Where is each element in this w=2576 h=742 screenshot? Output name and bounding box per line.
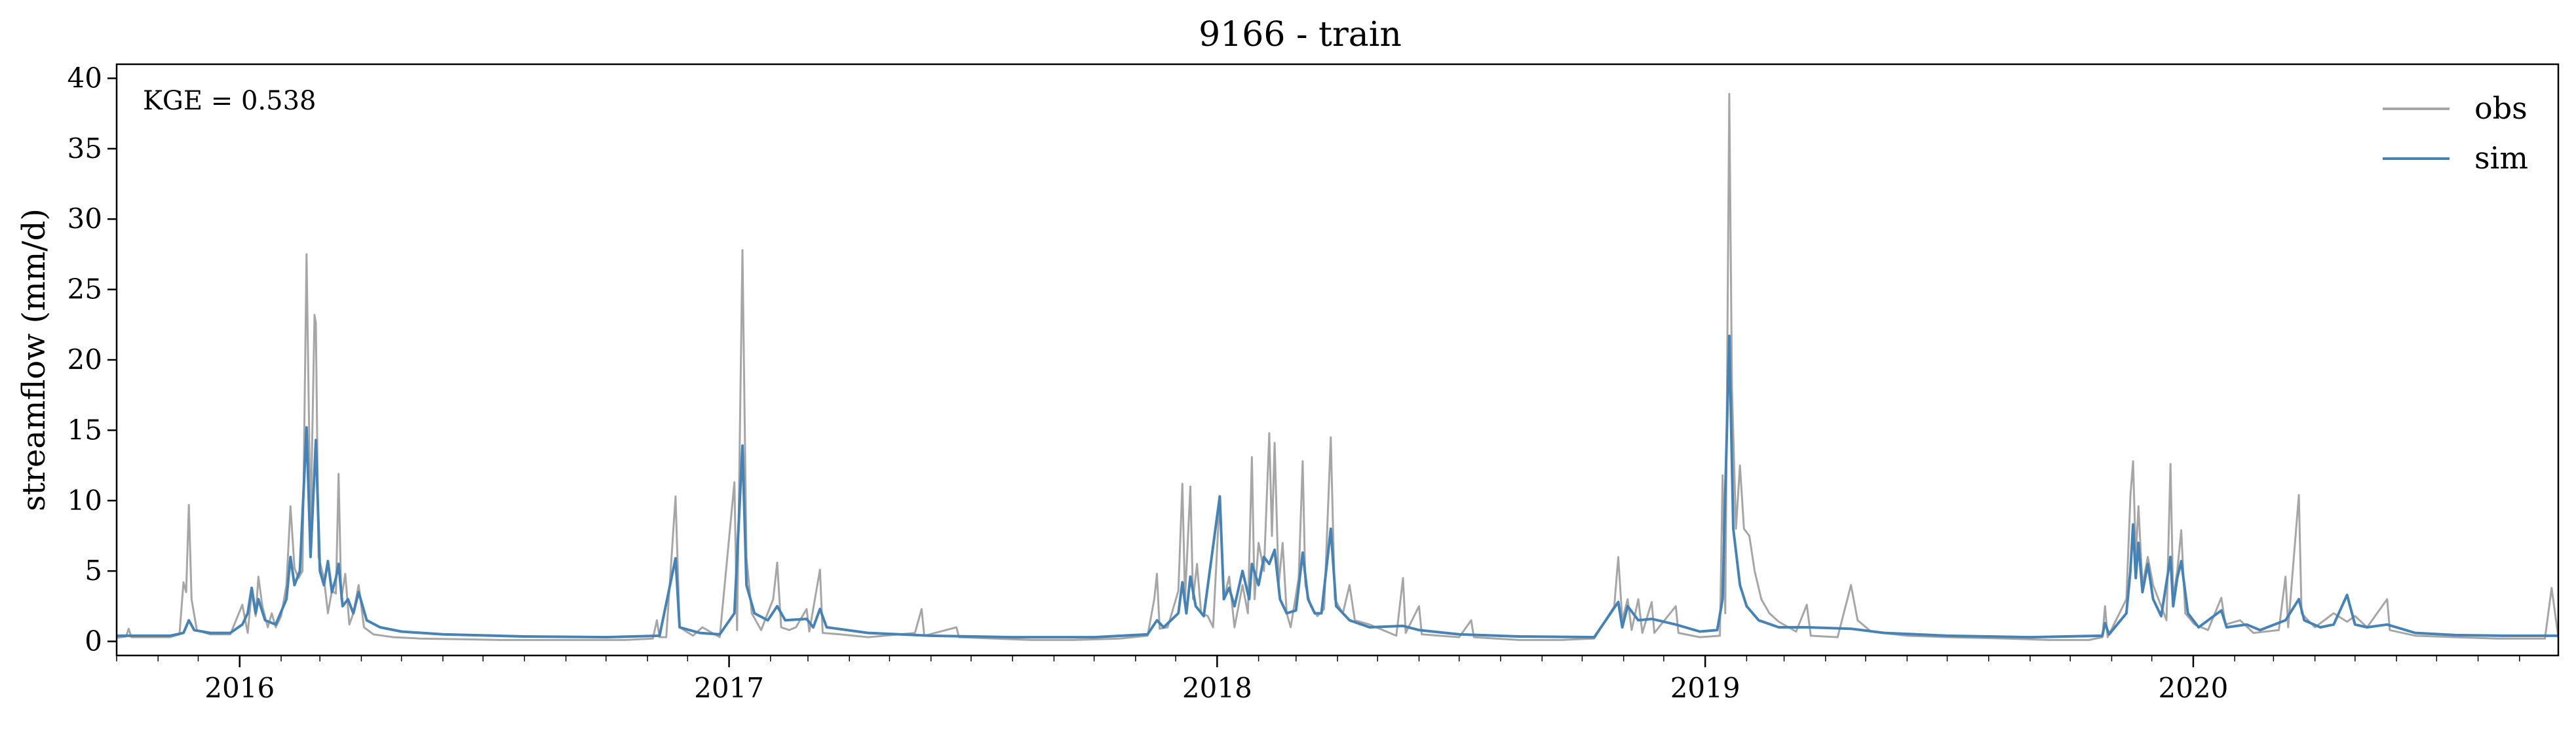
y-tick-label: 25 [67, 273, 102, 305]
chart-title: 9166 - train [1199, 15, 1402, 54]
y-tick-label: 15 [67, 414, 102, 446]
y-tick-label: 35 [67, 132, 102, 165]
plot-series [117, 92, 2558, 641]
y-axis-title: streamflow (mm/d) [16, 208, 52, 511]
x-tick-label: 2017 [694, 672, 764, 704]
plot-frame [115, 63, 2560, 657]
y-tick-label: 40 [67, 62, 102, 94]
x-tick-label: 2016 [204, 672, 275, 704]
x-tick-label: 2020 [2158, 672, 2228, 704]
y-tick-label: 20 [67, 343, 102, 376]
kge-annotation: KGE = 0.538 [143, 86, 317, 116]
y-tick-labels: 0 5 10 15 20 25 30 35 40 [67, 62, 102, 657]
sim-series-line [117, 334, 2558, 639]
legend-label-obs: obs [2474, 90, 2528, 126]
y-tick-label: 10 [67, 484, 102, 517]
x-tick-labels: 2016 2017 2018 2019 2020 [204, 672, 2228, 704]
legend: obs sim [2383, 90, 2528, 176]
y-tick-label: 5 [85, 555, 102, 587]
x-tick-label: 2018 [1182, 672, 1252, 704]
legend-label-sim: sim [2474, 140, 2528, 176]
y-tick-label: 0 [85, 625, 102, 657]
y-tick-label: 30 [67, 203, 102, 235]
obs-series-line [117, 92, 2558, 641]
axis-ticks [107, 77, 2520, 667]
x-tick-label: 2019 [1670, 672, 1740, 704]
